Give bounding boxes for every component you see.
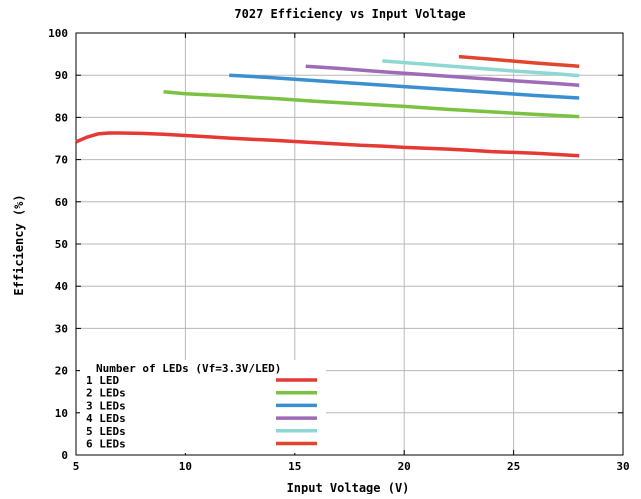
y-tick-label: 10 [55,407,68,420]
legend-label-2: 2 LEDs [86,387,126,400]
series-line-2 [163,89,580,119]
series-line-3 [229,73,580,100]
plot-frame [75,32,624,456]
y-tick-label: 60 [55,196,68,209]
series-line-4 [305,64,580,88]
y-tick-label: 70 [55,154,68,167]
y-tick-label: 40 [55,280,68,293]
series-line-6 [458,54,580,69]
legend-label-1: 1 LED [86,374,119,387]
legend-label-6: 6 LEDs [86,438,126,451]
legend-title: Number of LEDs (Vf=3.3V/LED) [96,362,281,375]
series-line-1 [75,131,580,158]
x-tick-label: 25 [507,460,520,473]
chart-title: 7027 Efficiency vs Input Voltage [234,7,465,21]
series-lines [75,54,580,158]
y-tick-label: 30 [55,322,68,335]
axis-ticks: 5 10 15 20 25 30 0 10 20 30 40 50 60 70 80 90 100 [48,27,630,473]
y-tick-label: 100 [48,27,68,40]
y-tick-label: 0 [61,449,68,462]
x-axis-label: Input Voltage (V) [287,481,410,494]
y-axis-label: Efficiency (%) [12,194,26,295]
y-tick-label: 20 [55,365,68,378]
y-tick-label: 50 [55,238,68,251]
legend-label-3: 3 LEDs [86,399,126,412]
legend-label-4: 4 LEDs [86,412,126,425]
x-tick-label: 20 [398,460,411,473]
x-tick-label: 5 [73,460,80,473]
x-tick-label: 15 [288,460,301,473]
y-tick-label: 90 [55,69,68,82]
legend-label-5: 5 LEDs [86,425,126,438]
y-tick-label: 80 [55,111,68,124]
series-line-5 [382,59,580,78]
x-tick-label: 10 [179,460,192,473]
x-tick-label: 30 [616,460,629,473]
